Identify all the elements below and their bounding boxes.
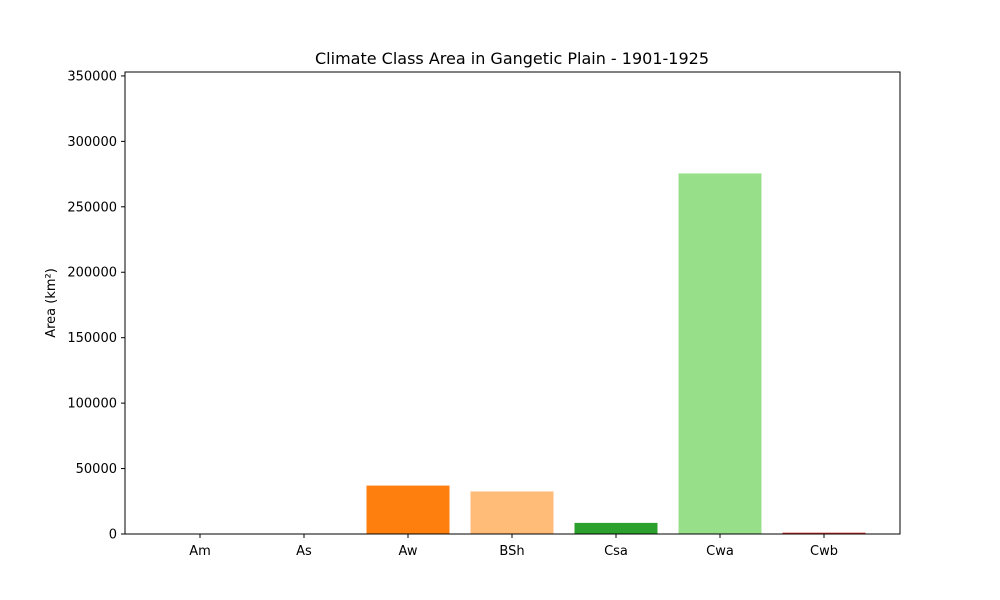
x-tick-label-aw: Aw — [399, 544, 418, 559]
x-tick-label-bsh: BSh — [499, 544, 524, 559]
y-tick-label-250000: 250000 — [67, 200, 117, 215]
x-tick-label-csa: Csa — [604, 544, 628, 559]
y-tick-label-300000: 300000 — [67, 135, 117, 150]
x-tick-label-cwa: Cwa — [706, 544, 734, 559]
y-axis-ticks: 0 50000 100000 150000 200000 250000 300000 3500… — [67, 69, 125, 543]
x-axis-ticks: Am As Aw BSh Csa Cwa Cwb — [189, 534, 838, 559]
bar-bsh — [470, 491, 554, 534]
chart-title: Climate Class Area in Gangetic Plain - 1… — [315, 49, 709, 68]
bar-csa — [574, 522, 658, 534]
y-tick-label-150000: 150000 — [67, 331, 117, 346]
y-tick-label-100000: 100000 — [67, 397, 117, 412]
bar-cwa — [678, 173, 762, 534]
bar-cwb — [782, 532, 866, 534]
y-tick-label-350000: 350000 — [67, 69, 117, 84]
x-tick-label-cwb: Cwb — [810, 544, 838, 559]
y-tick-label-50000: 50000 — [76, 462, 117, 477]
y-tick-label-0: 0 — [109, 528, 117, 543]
bars-group — [366, 173, 866, 534]
bar-aw — [366, 485, 450, 534]
y-tick-label-200000: 200000 — [67, 266, 117, 281]
x-tick-label-as: As — [296, 544, 312, 559]
x-tick-label-am: Am — [189, 544, 211, 559]
plot-area-frame — [124, 71, 901, 535]
y-axis-label: Area (km²) — [44, 268, 59, 338]
